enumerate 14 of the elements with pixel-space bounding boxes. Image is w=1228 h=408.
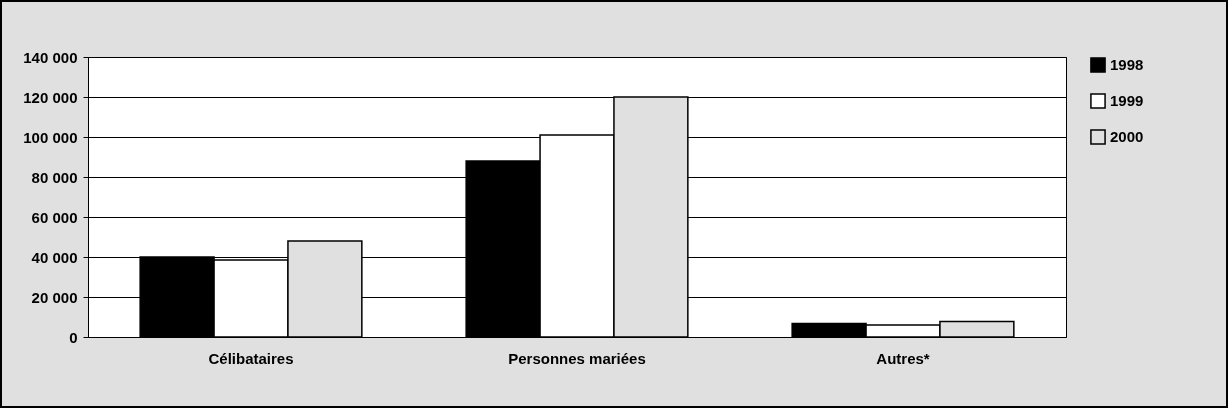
y-tick-label: 20 000: [31, 288, 78, 306]
x-tick-label: Célibataires: [208, 349, 294, 367]
y-tick-label: 120 000: [23, 88, 78, 106]
y-tick-label: 60 000: [31, 208, 78, 226]
y-tick-label: 100 000: [23, 128, 78, 146]
y-tick-label: 80 000: [31, 168, 78, 186]
y-tick-label: 0: [69, 328, 78, 346]
x-tick-label: Personnes mariées: [508, 349, 646, 367]
y-tick-label: 140 000: [23, 48, 78, 66]
legend-label: 1999: [1110, 92, 1144, 109]
y-tick-label: 40 000: [31, 248, 78, 266]
x-tick-label: Autres*: [876, 349, 930, 367]
legend-label: 2000: [1110, 128, 1144, 145]
legend-label: 1998: [1110, 56, 1144, 73]
